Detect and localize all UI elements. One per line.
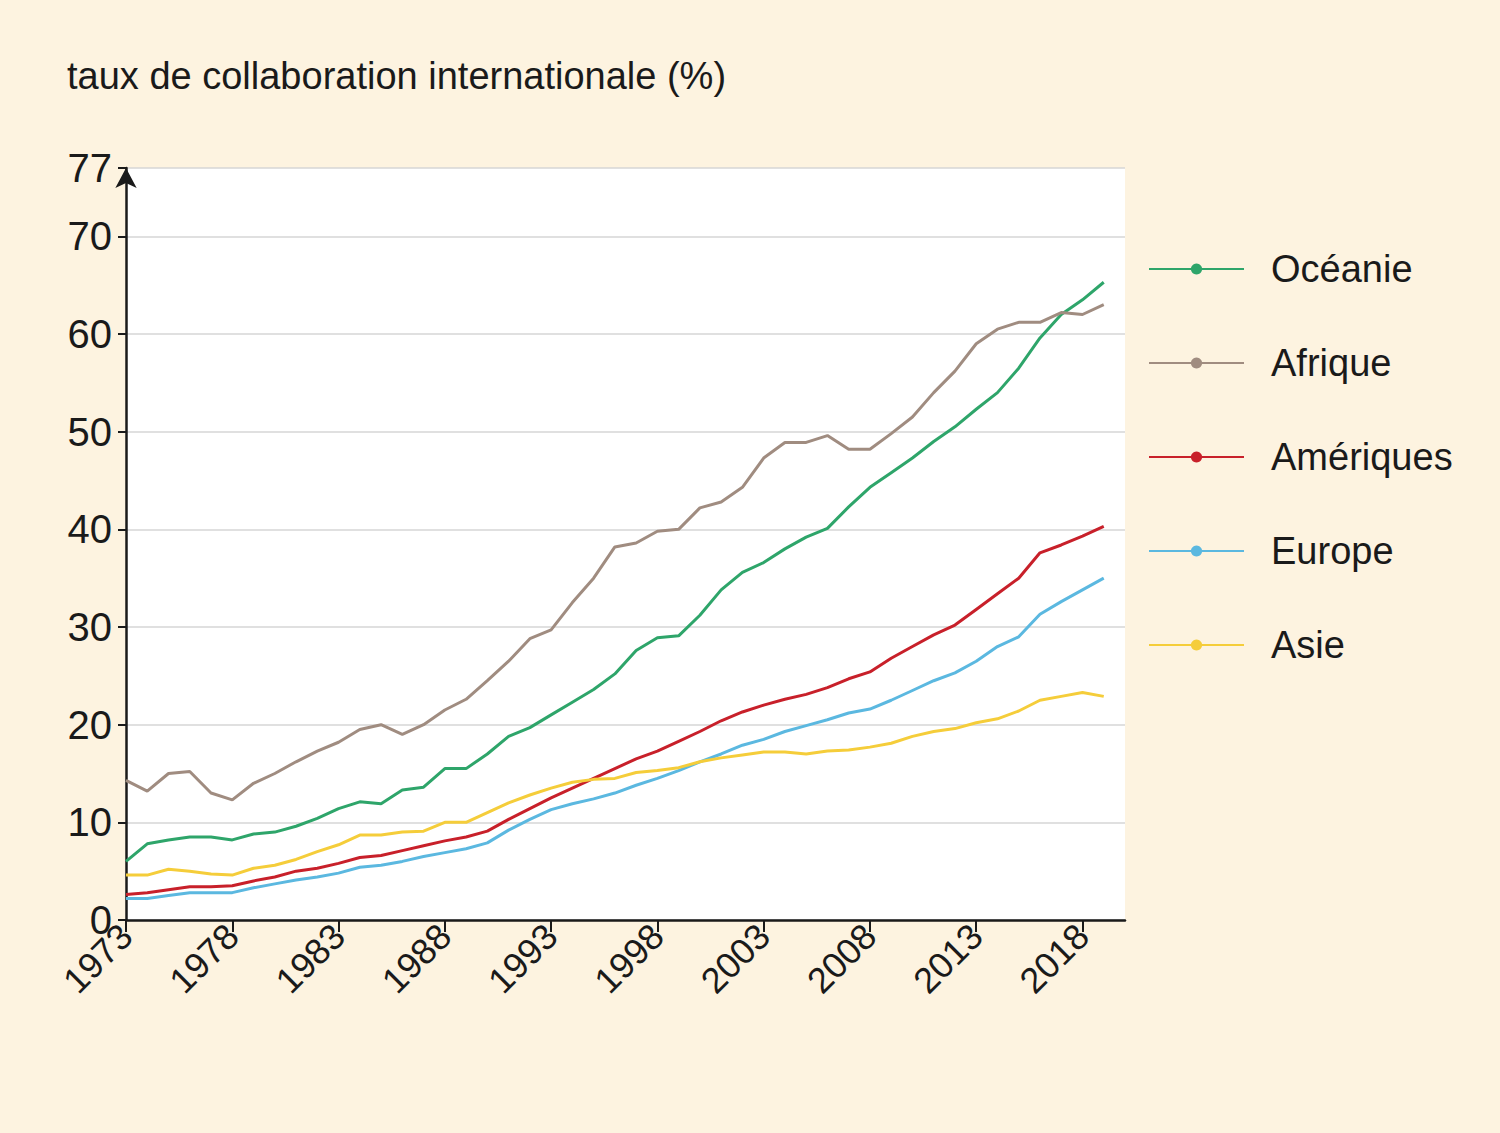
svg-text:1978: 1978 xyxy=(161,916,247,1002)
svg-text:60: 60 xyxy=(68,312,113,356)
svg-text:2008: 2008 xyxy=(799,916,885,1002)
svg-text:1998: 1998 xyxy=(586,916,672,1002)
svg-text:40: 40 xyxy=(68,507,113,551)
svg-text:1973: 1973 xyxy=(55,916,141,1002)
svg-text:2013: 2013 xyxy=(905,916,991,1002)
svg-text:2018: 2018 xyxy=(1011,916,1097,1002)
svg-text:Europe: Europe xyxy=(1271,530,1394,572)
svg-text:30: 30 xyxy=(68,605,113,649)
svg-text:77: 77 xyxy=(68,146,113,190)
svg-text:Océanie: Océanie xyxy=(1271,248,1413,290)
svg-text:taux de collaboration internat: taux de collaboration internationale (%) xyxy=(67,55,726,97)
svg-text:1993: 1993 xyxy=(480,916,566,1002)
svg-text:Asie: Asie xyxy=(1271,624,1345,666)
svg-text:1983: 1983 xyxy=(267,916,353,1002)
svg-text:10: 10 xyxy=(68,800,113,844)
svg-text:20: 20 xyxy=(68,703,113,747)
svg-text:70: 70 xyxy=(68,214,113,258)
svg-text:1988: 1988 xyxy=(374,916,460,1002)
svg-text:2003: 2003 xyxy=(693,916,779,1002)
svg-text:50: 50 xyxy=(68,410,113,454)
svg-text:Afrique: Afrique xyxy=(1271,342,1391,384)
svg-text:Amériques: Amériques xyxy=(1271,436,1453,478)
